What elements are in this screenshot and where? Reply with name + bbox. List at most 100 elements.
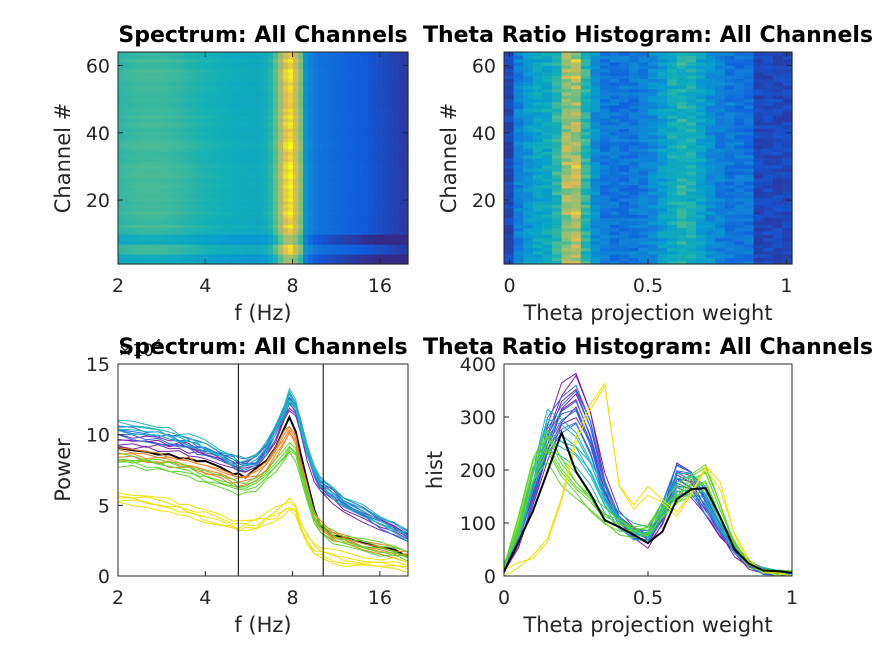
- heatmap-cell: [561, 220, 572, 225]
- heatmap-cell: [228, 194, 234, 199]
- heatmap-cell: [193, 161, 199, 166]
- heatmap-cell: [138, 257, 144, 262]
- heatmap-cell: [657, 227, 668, 232]
- heatmap-cell: [552, 204, 563, 209]
- heatmap-cell: [373, 161, 379, 166]
- heatmap-cell: [388, 214, 394, 219]
- heatmap-cell: [203, 118, 209, 123]
- heatmap-cell: [648, 194, 659, 199]
- heatmap-cell: [203, 85, 209, 90]
- heatmap-cell: [353, 217, 359, 222]
- heatmap-cell: [253, 224, 259, 229]
- heatmap-cell: [258, 121, 264, 126]
- heatmap-cell: [258, 108, 264, 113]
- heatmap-cell: [218, 55, 224, 60]
- heatmap-cell: [128, 148, 134, 152]
- heatmap-cell: [398, 58, 404, 63]
- heatmap-cell: [590, 171, 601, 176]
- heatmap-cell: [238, 55, 244, 60]
- heatmap-cell: [328, 234, 334, 239]
- heatmap-cell: [383, 91, 389, 96]
- heatmap-cell: [313, 134, 319, 139]
- heatmap-cell: [198, 68, 204, 73]
- heatmap-cell: [273, 68, 279, 73]
- heatmap-cell: [393, 204, 399, 209]
- heatmap-cell: [148, 148, 154, 152]
- heatmap-cell: [368, 207, 374, 212]
- heatmap-cell: [168, 167, 174, 172]
- heatmap-cell: [293, 98, 299, 103]
- heatmap-cell: [273, 257, 279, 262]
- heatmap-cell: [619, 227, 630, 232]
- heatmap-cell: [253, 81, 259, 86]
- heatmap-cell: [383, 197, 389, 202]
- heatmap-cell: [303, 81, 309, 86]
- heatmap-cell: [118, 177, 124, 182]
- heatmap-cell: [388, 151, 394, 156]
- heatmap-cell: [753, 191, 764, 196]
- heatmap-cell: [338, 98, 344, 103]
- heatmap-cell: [143, 65, 149, 70]
- heatmap-cell: [686, 171, 697, 176]
- heatmap-cell: [143, 184, 149, 189]
- heatmap-cell: [233, 151, 239, 156]
- heatmap-cell: [203, 250, 209, 255]
- heatmap-cell: [168, 244, 174, 249]
- heatmap-cell: [233, 194, 239, 199]
- heatmap-cell: [763, 240, 774, 245]
- heatmap-cell: [600, 230, 611, 235]
- heatmap-cell: [523, 240, 534, 245]
- heatmap-cell: [248, 91, 254, 96]
- heatmap-cell: [542, 224, 553, 229]
- heatmap-cell: [208, 191, 214, 196]
- heatmap-cell: [138, 88, 144, 93]
- heatmap-cell: [705, 158, 716, 162]
- heatmap-cell: [163, 91, 169, 96]
- heatmap-cell: [258, 128, 264, 133]
- heatmap-cell: [393, 131, 399, 136]
- heatmap-cell: [338, 184, 344, 189]
- heatmap-cell: [628, 224, 639, 229]
- heatmap-cell: [358, 250, 364, 255]
- heatmap-cell: [303, 114, 309, 119]
- heatmap-cell: [143, 118, 149, 123]
- heatmap-cell: [667, 230, 678, 235]
- heatmap-cell: [343, 224, 349, 229]
- heatmap-cell: [383, 71, 389, 76]
- heatmap-cell: [368, 197, 374, 202]
- heatmap-cell: [513, 174, 524, 179]
- heatmap-cell: [648, 214, 659, 219]
- heatmap-cell: [338, 91, 344, 96]
- heatmap-cell: [348, 167, 354, 172]
- heatmap-cell: [253, 85, 259, 90]
- heatmap-cell: [213, 254, 219, 258]
- heatmap-cell: [303, 124, 309, 129]
- heatmap-cell: [173, 61, 179, 66]
- heatmap-cell: [278, 167, 284, 172]
- heatmap-cell: [208, 65, 214, 70]
- heatmap-cell: [118, 91, 124, 96]
- heatmap-cell: [734, 217, 745, 222]
- heatmap-cell: [238, 138, 244, 143]
- heatmap-cell: [600, 171, 611, 176]
- heatmap-cell: [293, 211, 299, 215]
- heatmap-cell: [163, 234, 169, 239]
- heatmap-cell: [348, 131, 354, 136]
- heatmap-cell: [143, 194, 149, 199]
- heatmap-cell: [619, 250, 630, 255]
- heatmap-cell: [283, 134, 289, 139]
- heatmap-cell: [343, 247, 349, 252]
- heatmap-cell: [268, 177, 274, 182]
- heatmap-cell: [228, 187, 234, 192]
- heatmap-cell: [193, 148, 199, 152]
- heatmap-cell: [143, 230, 149, 235]
- heatmap-cell: [168, 151, 174, 156]
- heatmap-cell: [744, 257, 755, 262]
- heatmap-cell: [715, 204, 726, 209]
- heatmap-cell: [388, 58, 394, 63]
- heatmap-cell: [561, 207, 572, 212]
- heatmap-cell: [657, 154, 668, 159]
- heatmap-cell: [383, 78, 389, 83]
- heatmap-cell: [353, 58, 359, 63]
- heatmap-cell: [393, 58, 399, 63]
